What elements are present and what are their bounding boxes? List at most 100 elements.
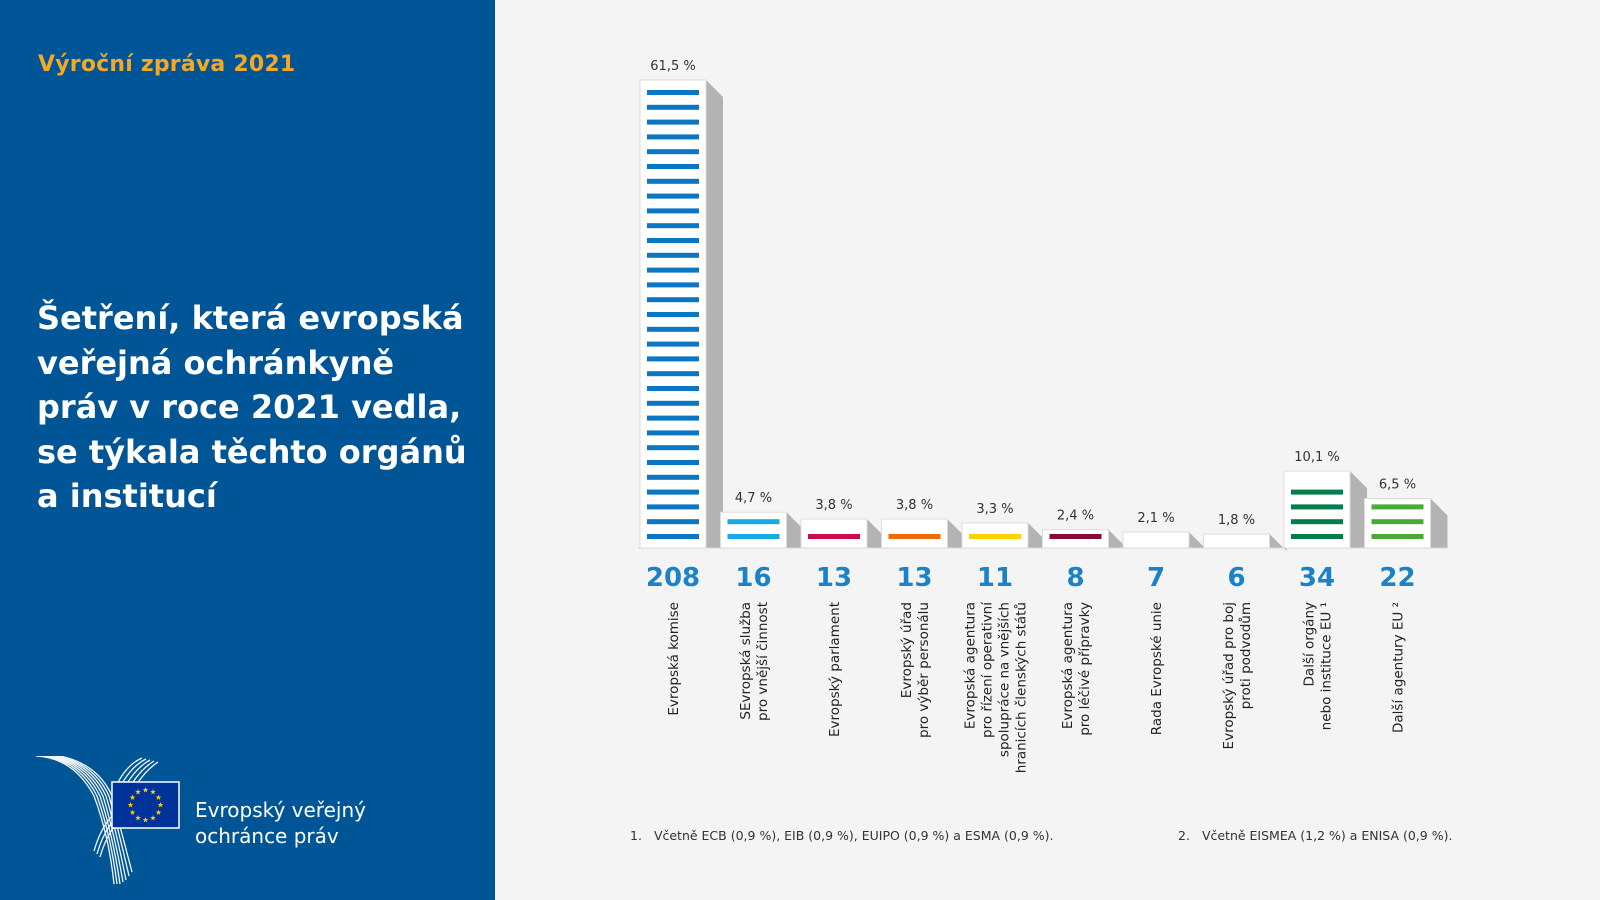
bar-group (1203, 533, 1287, 551)
eu-star (135, 789, 141, 795)
sidebar: Výroční zpráva 2021 Šetření, která evrop… (0, 0, 495, 900)
bar-stripe (1371, 504, 1424, 510)
bar-stripe (647, 164, 699, 169)
bar (1203, 533, 1270, 549)
bar-stripe (647, 326, 699, 332)
eu-star (129, 809, 136, 815)
category-label-line: pro vnější činnost (755, 602, 771, 721)
value-label: 3,8 % (815, 498, 852, 513)
bar-stripe (647, 415, 699, 421)
category-label-line: Evropský parlament (827, 602, 843, 737)
footnote-1: 1. Včetně ECB (0,9 %), EIB (0,9 %), EUIPO… (630, 828, 1053, 843)
eu-star (157, 802, 164, 808)
category-label-line: spolupráce na vnějších (997, 602, 1013, 757)
bar-stripe (647, 223, 699, 229)
bar-shadow (706, 80, 723, 548)
value-label: 2,1 % (1137, 511, 1174, 526)
bar-stripe (808, 534, 860, 539)
eu-star (150, 789, 156, 795)
footnote-text: Včetně EISMEA (1,2 %) a ENISA (0,9 %). (1201, 828, 1453, 843)
footnote-number: 2. (1178, 828, 1190, 843)
eu-star (142, 817, 149, 823)
bar-stripe (647, 90, 699, 95)
bar-stripe (647, 489, 699, 495)
footnote-text: Včetně ECB (0,9 %), EIB (0,9 %), EUIPO (… (653, 828, 1054, 843)
category-label-line: pro výběr personálu (916, 602, 932, 738)
bar-stripe (647, 312, 699, 317)
bars-layer (639, 79, 1448, 551)
count-label: 208 (646, 563, 700, 593)
bar-shadow (1430, 498, 1448, 548)
bar-stripe (647, 282, 699, 288)
bar-group (1122, 531, 1206, 550)
count-label: 13 (816, 563, 852, 593)
bar-stripe (647, 208, 699, 214)
bar-stripe (647, 267, 699, 273)
category-label-line: Evropská agentura (963, 602, 979, 729)
value-label: 3,8 % (896, 498, 933, 513)
bar-shadow (1189, 532, 1206, 550)
category-label: Evropská agentura pro léčivé přípravky (1060, 602, 1093, 736)
logo-text: Evropský veřejný ochránce práv (195, 797, 366, 849)
bar-group (800, 518, 884, 549)
category-label-line: pro řízení operativní (980, 601, 996, 738)
footnote-2: 2. Včetně EISMEA (1,2 %) a ENISA (0,9 %). (1178, 828, 1452, 843)
category-label: Evropská komise (666, 602, 682, 716)
category-label-line: Evropská komise (666, 602, 682, 716)
category-label-line: Rada Evropské unie (1149, 602, 1165, 735)
footnote-number: 1. (630, 828, 642, 843)
value-label: 61,5 % (650, 59, 695, 74)
bar-stripe (727, 534, 780, 539)
category-label: Další agentury EU ² (1391, 602, 1407, 733)
bar-stripe (647, 534, 699, 539)
bar-group (961, 522, 1045, 549)
bar-stripe (647, 104, 699, 110)
bar-shadow (1269, 534, 1287, 551)
category-label-line: nebo instituce EU ¹ (1319, 602, 1335, 730)
bar-stripe (647, 445, 699, 451)
bar-stripe (888, 534, 941, 539)
category-label-line: Další agentury EU ² (1391, 602, 1407, 733)
category-label-line: Evropská agentura (1060, 602, 1076, 729)
bar-stripe (647, 134, 699, 140)
labels-layer: 61,5 % 208 Evropská komise 4,7 % 16 SEvropská… (646, 59, 1416, 773)
report-label: Výroční zpráva 2021 (38, 52, 296, 77)
bar (881, 518, 948, 549)
category-label-line: pro léčivé přípravky (1077, 602, 1093, 736)
value-label: 2,4 % (1057, 509, 1094, 524)
bar-stripe (647, 519, 699, 525)
category-label-line: Evropský úřad pro boj (1221, 602, 1237, 749)
value-label: 1,8 % (1218, 513, 1255, 528)
bar-group (639, 79, 723, 549)
bar-shadow (1028, 522, 1045, 548)
count-label: 8 (1066, 563, 1084, 593)
bar-group (1042, 529, 1126, 549)
count-label: 16 (735, 563, 771, 593)
category-label-line: Evropský úřad (899, 602, 915, 698)
value-label: 4,7 % (735, 491, 772, 506)
bar-group (1283, 470, 1367, 549)
page-title: Šetření, která evropská veřejná ochránky… (37, 299, 467, 515)
value-label: 6,5 % (1379, 478, 1416, 493)
count-label: 6 (1227, 563, 1245, 593)
logo-text-line1: Evropský veřejný (195, 798, 366, 822)
bar-stripe (969, 534, 1021, 539)
category-label: Rada Evropské unie (1149, 602, 1165, 735)
value-label: 3,3 % (976, 502, 1013, 517)
eu-star (155, 794, 162, 800)
category-label-line: SEvropská služba (738, 602, 754, 720)
eu-star (135, 814, 141, 821)
value-label: 10,1 % (1294, 450, 1339, 465)
eu-stars-icon (127, 787, 164, 823)
bar-stripe (647, 252, 699, 258)
category-label: Evropský parlament (827, 602, 843, 737)
category-label: SEvropská služba pro vnější činnost (738, 602, 771, 721)
bar-stripe (647, 193, 699, 199)
category-label: Evropský úřad pro boj proti podvodům (1221, 602, 1254, 749)
european-ombudsman-logo-icon (35, 756, 180, 885)
eu-star (142, 787, 149, 793)
bar (720, 511, 787, 549)
bar-stripe (647, 297, 699, 303)
bar-stripe (647, 400, 699, 406)
count-label: 22 (1379, 563, 1415, 593)
